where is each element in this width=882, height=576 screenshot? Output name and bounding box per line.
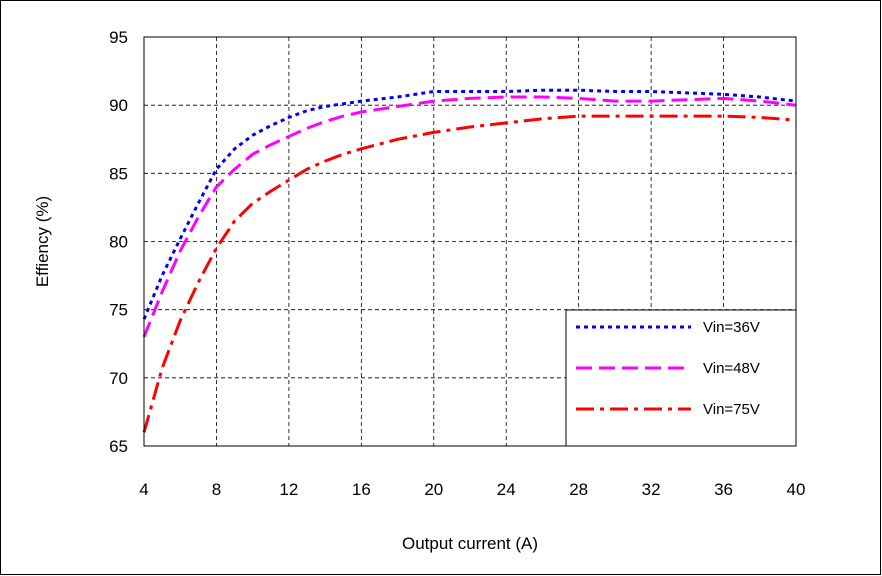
grid [144,37,796,446]
x-tick-label: 32 [642,480,661,499]
series-line-2 [142,95,797,338]
x-tick-label: 40 [787,480,806,499]
y-tick-label: 80 [109,233,128,252]
y-axis-title: Effiency (%) [33,196,52,287]
x-tick-label: 8 [212,480,221,499]
legend-box [565,309,797,447]
x-tick-label: 16 [352,480,371,499]
x-tick-label: 24 [497,480,516,499]
legend: Vin=36V Vin=48V Vin=75V [565,309,797,447]
x-tick-label: 28 [569,480,588,499]
legend-label-3: Vin=75V [703,401,760,418]
plot-frame [143,36,797,447]
y-tick-label: 65 [109,437,128,456]
series-line-1 [142,88,797,320]
x-tick-labels: 4 8 12 16 20 24 28 32 36 40 [139,480,805,499]
x-axis-title: Output current (A) [402,534,538,553]
series-group [142,88,797,433]
x-tick-label: 20 [424,480,443,499]
y-tick-labels: 65 70 75 80 85 90 95 [109,28,128,456]
y-tick-label: 95 [109,28,128,47]
x-tick-label: 36 [714,480,733,499]
y-tick-label: 75 [109,301,128,320]
y-tick-label: 85 [109,164,128,183]
y-tick-label: 90 [109,96,128,115]
legend-label-2: Vin=48V [703,360,760,377]
series-line-3 [142,114,797,433]
x-tick-label: 12 [279,480,298,499]
x-tick-label: 4 [139,480,148,499]
legend-label-1: Vin=36V [703,319,760,336]
y-tick-label: 70 [109,369,128,388]
